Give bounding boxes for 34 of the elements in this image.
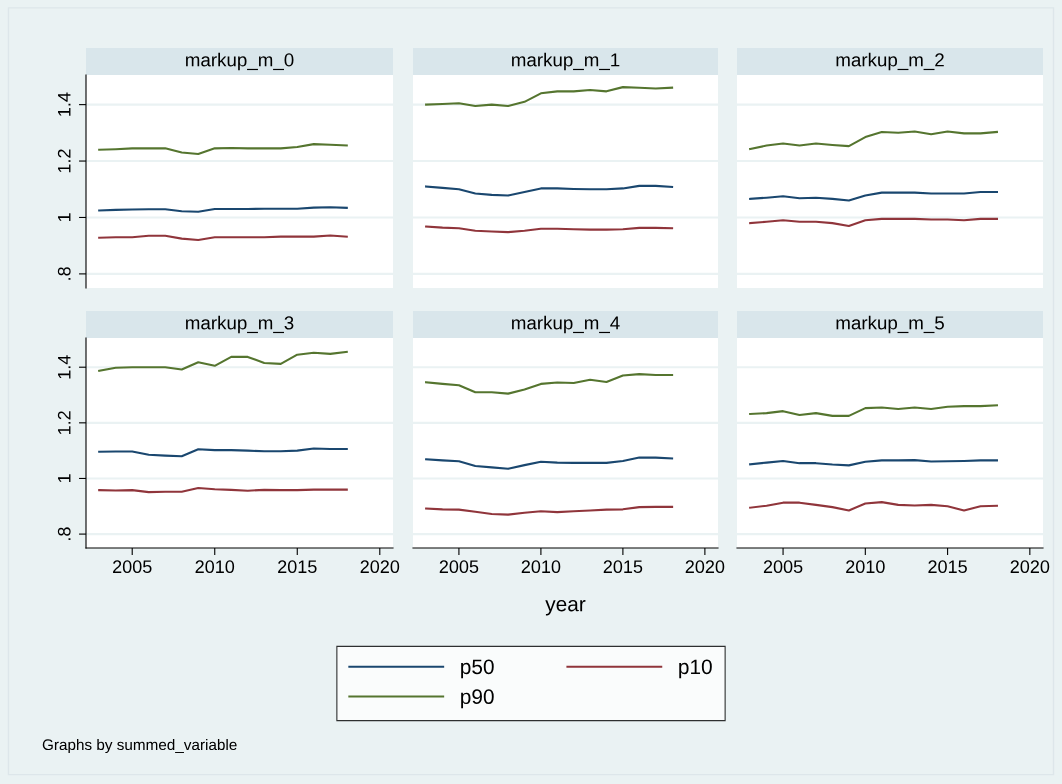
x-tick-label: 2020 bbox=[1010, 560, 1050, 574]
text: Graphs by summed_variable bbox=[42, 738, 237, 754]
y-tick-label: 1 bbox=[58, 474, 71, 483]
x-tick-label: 2010 bbox=[195, 560, 235, 574]
x-tick-label: 2015 bbox=[603, 560, 643, 574]
x-tick-label: 2005 bbox=[439, 560, 479, 574]
x-tick-label: 2020 bbox=[360, 560, 400, 574]
chart-title: markup_m_1 bbox=[512, 52, 620, 71]
chart-title: markup_m_0 bbox=[186, 52, 294, 71]
x-tick-label: 2010 bbox=[846, 560, 885, 574]
x-tick-label: 2015 bbox=[928, 560, 967, 574]
y-tick-label: .8 bbox=[57, 527, 71, 540]
legend-label: p50 bbox=[461, 659, 494, 679]
x-tick-label: 2015 bbox=[278, 560, 317, 574]
y-tick-label: .8 bbox=[57, 267, 71, 280]
y-tick-label: 1.2 bbox=[57, 411, 71, 435]
y-tick-label: 1.4 bbox=[58, 355, 71, 379]
y-tick-label: 1 bbox=[58, 213, 71, 222]
y-tick-label: 1.4 bbox=[58, 92, 71, 116]
x-tick-label: 2020 bbox=[685, 560, 725, 574]
legend-label: p90 bbox=[461, 689, 494, 709]
line-series bbox=[98, 350, 348, 372]
x-tick-label: 2005 bbox=[113, 560, 152, 574]
line-series bbox=[98, 447, 348, 458]
x-tick-label: 2005 bbox=[763, 560, 803, 574]
y-tick-label: 1.2 bbox=[57, 149, 71, 173]
chart-title: markup_m_2 bbox=[836, 52, 944, 71]
chart-title: markup_m_3 bbox=[186, 315, 294, 334]
chart-title: markup_m_5 bbox=[836, 315, 944, 334]
x-tick-label: 2010 bbox=[521, 560, 561, 574]
legend-label: p10 bbox=[679, 659, 712, 679]
chart-title: markup_m_4 bbox=[512, 315, 620, 334]
line-series bbox=[98, 143, 348, 156]
x-axis-title: year bbox=[545, 599, 586, 616]
